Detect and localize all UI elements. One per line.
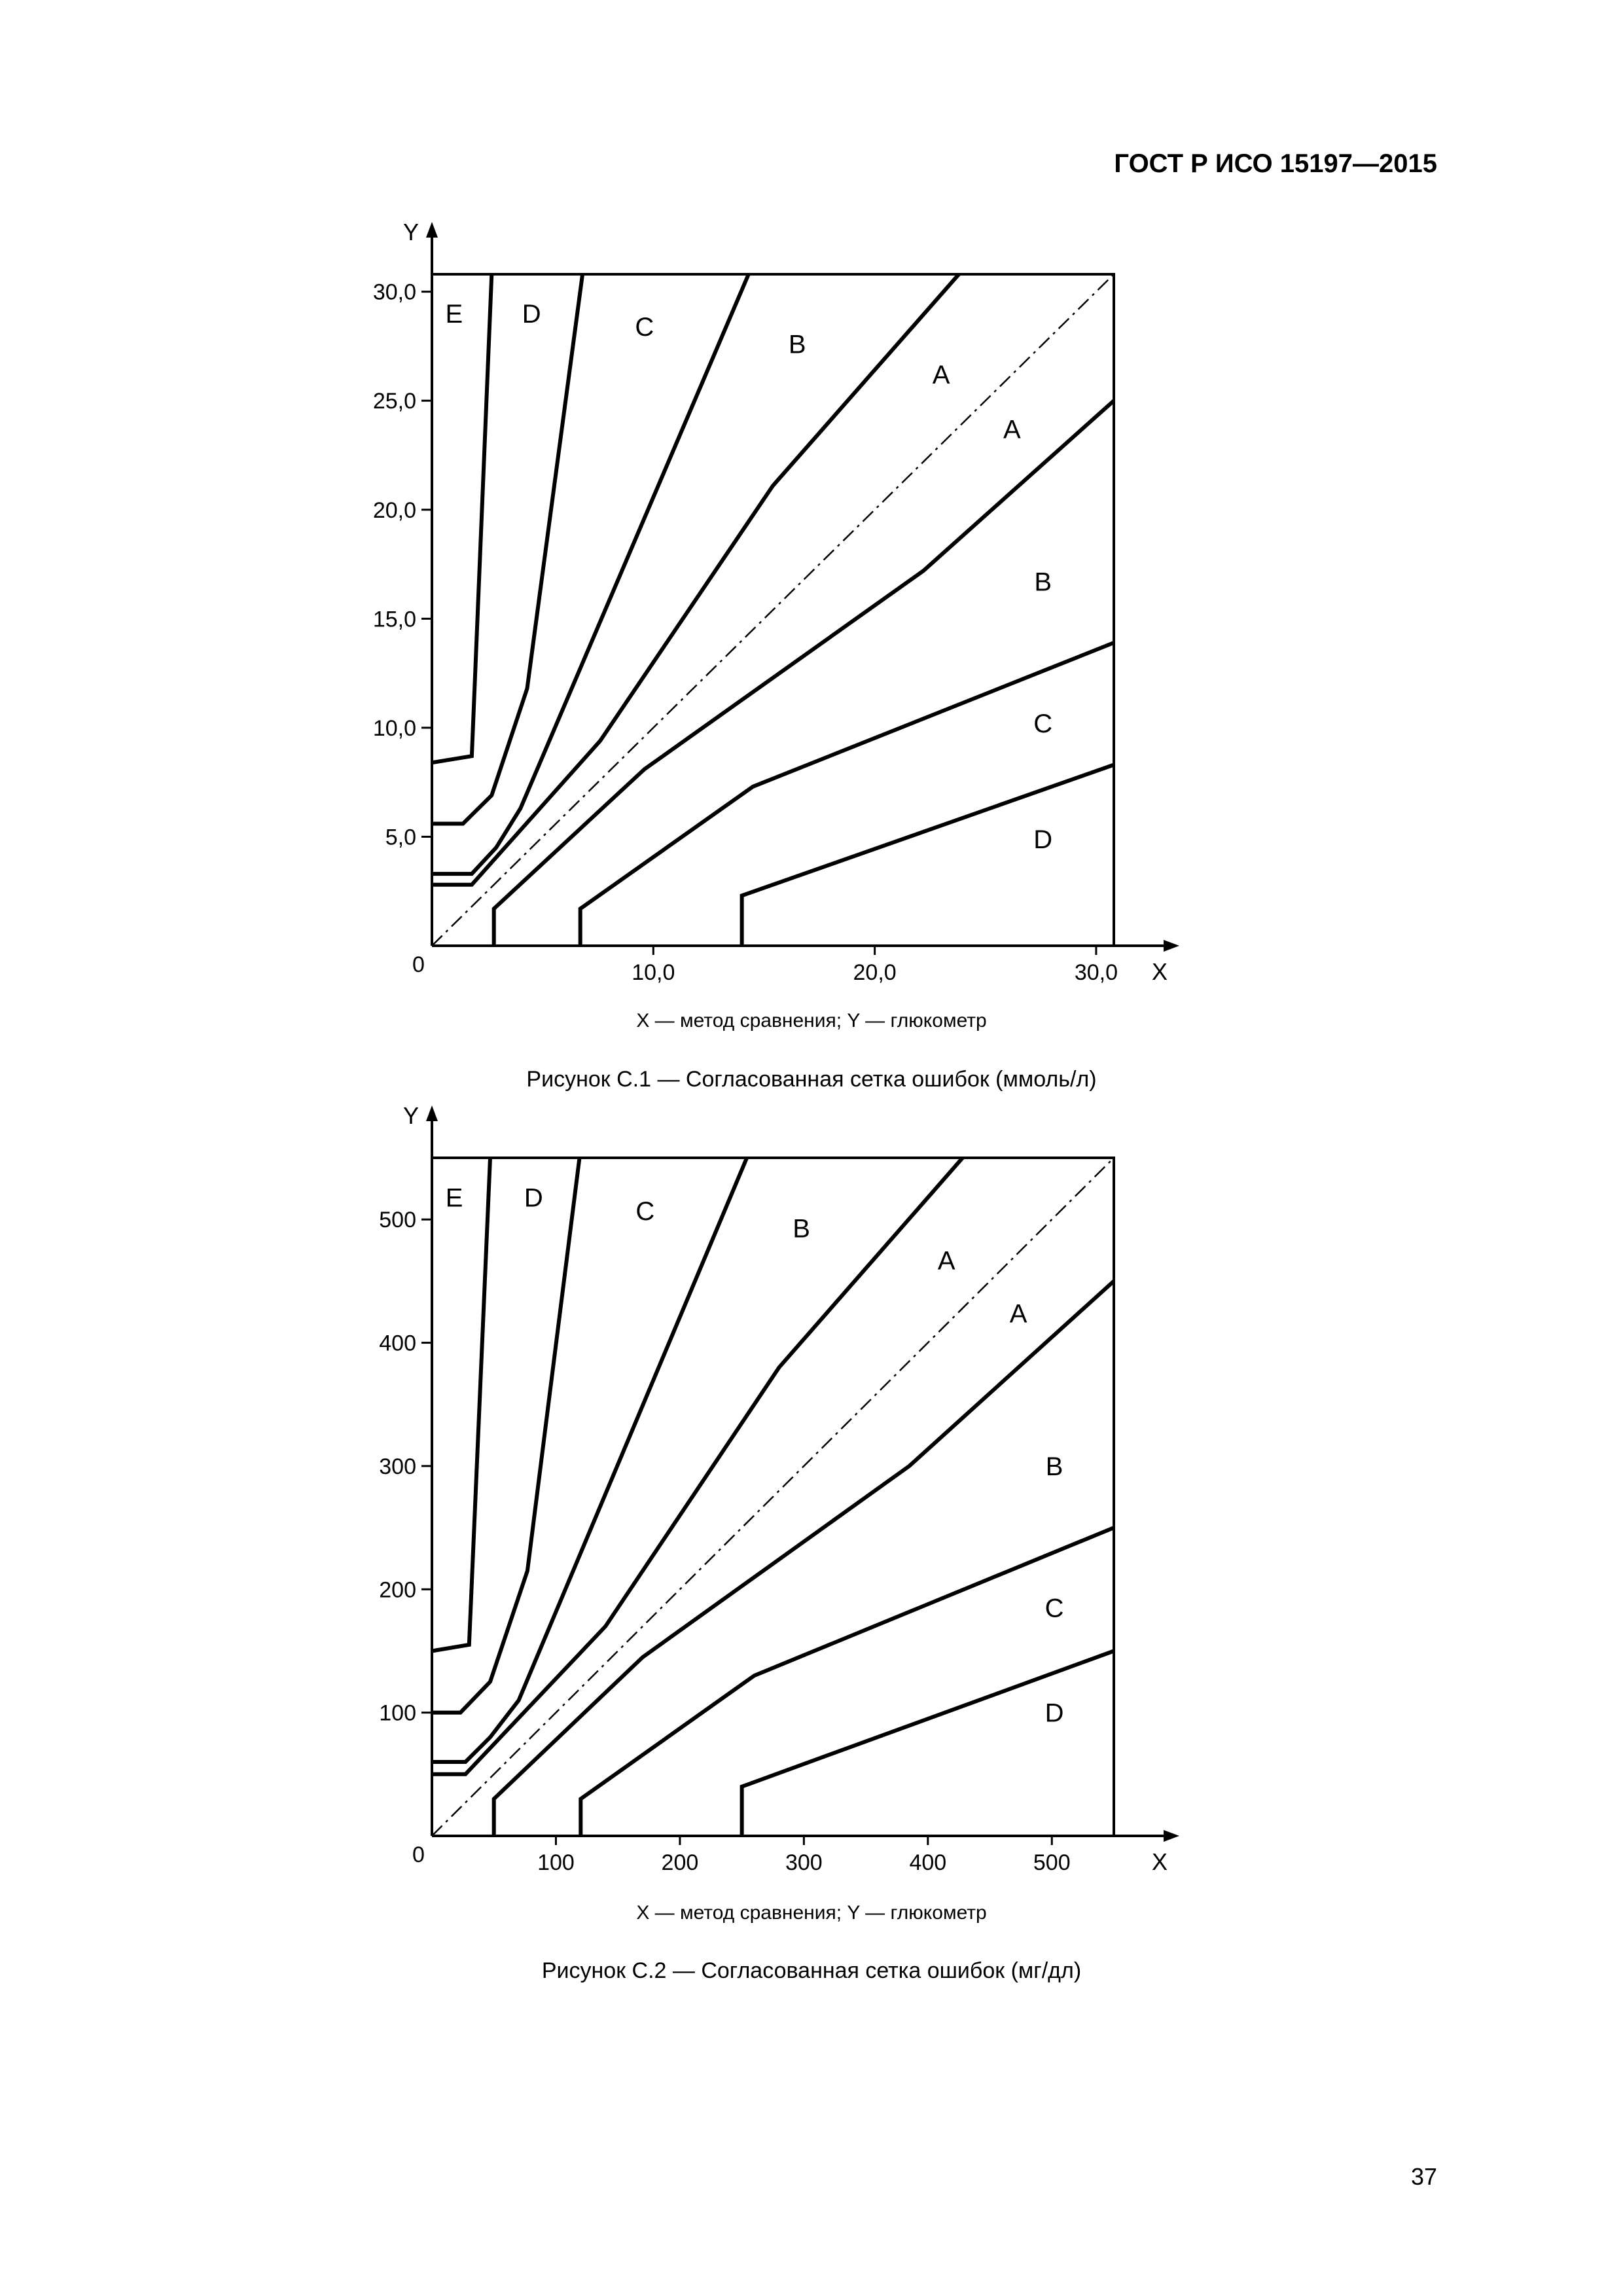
chart-2-x-label: X	[1152, 1848, 1168, 1875]
chart-1-boundary-line-7	[740, 762, 1115, 946]
chart-2-boundary-line-3	[432, 1157, 749, 1764]
chart-2-zone-label-c-2: C	[635, 1197, 654, 1226]
chart-2-frame	[432, 1157, 1115, 1836]
document-header: ГОСТ Р ИСО 15197—2015	[1114, 149, 1437, 178]
chart-2-svg: X Y 0 100 200 300 400 500 100 200 300 400 500 E D C B A A B…	[379, 1102, 1179, 1875]
chart-1-y-tick-label-5: 30,0	[373, 280, 416, 305]
chart-1-y-tick-label-0: 5,0	[385, 825, 416, 850]
chart-1-frame	[432, 273, 1115, 946]
chart-1-x-tick-label-2: 30,0	[1075, 960, 1118, 985]
chart-2-x-tick-label-3: 400	[909, 1850, 946, 1875]
chart-2-origin-label: 0	[412, 1842, 425, 1867]
page-number: 37	[1410, 2163, 1437, 2190]
chart-2-y-axis-arrow	[426, 1105, 438, 1121]
chart-1-zone-label-c-2: C	[635, 313, 654, 342]
chart-1-boundary-line-5	[491, 399, 1115, 946]
chart-1-y-tick-label-1: 10,0	[373, 716, 416, 741]
chart-2-y-tick-label-2: 300	[379, 1454, 416, 1479]
figure-1-legend: X — метод сравнения; Y — глюкометр	[636, 1010, 987, 1031]
chart-1-y-axis-arrow	[426, 222, 438, 238]
chart-1-zone-label-c-7: C	[1033, 709, 1052, 738]
chart-2-zone-label-b-6: B	[1046, 1452, 1063, 1481]
chart-1-origin-label: 0	[412, 952, 425, 977]
chart-1-diagonal	[431, 274, 1115, 946]
chart-1-y-tick-label-2: 15,0	[373, 607, 416, 632]
chart-2-zone-label-b-3: B	[793, 1214, 810, 1243]
chart-1-zone-label-b-3: B	[789, 331, 806, 359]
figure-2-caption: Рисунок С.2 — Согласованная сетка ошибок…	[541, 1958, 1082, 1983]
chart-1-boundary-line-2	[432, 274, 585, 826]
chart-2-boundary-line-7	[740, 1649, 1115, 1836]
chart-1-zone-label-e-0: E	[445, 300, 463, 329]
chart-2-y-tick-label-1: 200	[379, 1577, 416, 1602]
chart-2-boundary-line-2	[432, 1157, 582, 1715]
figure-1-caption: Рисунок С.1 — Согласованная сетка ошибок…	[526, 1067, 1097, 1092]
chart-1-x-tick-label-0: 10,0	[632, 960, 675, 985]
chart-2-boundary-line-4	[432, 1157, 965, 1776]
chart-1-zone-label-d-1: D	[522, 300, 541, 329]
chart-1-zone-label-b-6: B	[1034, 568, 1052, 597]
chart-1-boundary-line-1	[431, 274, 494, 765]
chart-1-x-axis-arrow	[1164, 940, 1179, 952]
chart-2-y-tick-label-3: 400	[379, 1331, 416, 1356]
chart-2-diagonal	[431, 1157, 1115, 1837]
chart-2-y-tick-label-0: 100	[379, 1701, 416, 1726]
chart-2-zone-label-d-8: D	[1045, 1699, 1064, 1728]
chart-2-x-tick-label-2: 300	[785, 1850, 823, 1875]
chart-2-zone-label-a-4: A	[938, 1246, 955, 1275]
chart-1-x-label: X	[1152, 958, 1168, 985]
chart-1-svg: X Y 0 10,0 20,0 30,0 5,0 10,0 15,0 20,0 25,0 30,0 E D…	[373, 219, 1179, 985]
figure-2: X Y 0 100 200 300 400 500 100 200 300 400 500 E D C B A A B…	[379, 1102, 1179, 1875]
chart-2-zone-label-e-0: E	[446, 1183, 463, 1212]
chart-2-x-tick-label-0: 100	[537, 1850, 575, 1875]
chart-1-boundary-line-4	[432, 273, 961, 887]
figure-2-legend: X — метод сравнения; Y — глюкометр	[636, 1902, 987, 1924]
chart-2-boundary-line-5	[491, 1280, 1116, 1836]
chart-1-zone-label-d-8: D	[1033, 825, 1052, 854]
chart-2-x-tick-label-1: 200	[662, 1850, 699, 1875]
chart-1-boundary-line-6	[578, 641, 1115, 946]
chart-1-boundary-line-3	[432, 273, 751, 876]
chart-2-zone-label-a-5: A	[1010, 1299, 1027, 1328]
chart-2-boundary-line-6	[579, 1526, 1115, 1836]
chart-1-y-tick-label-3: 20,0	[373, 498, 416, 523]
chart-2-zone-label-d-1: D	[524, 1183, 543, 1212]
chart-2-y-tick-label-4: 500	[379, 1208, 416, 1232]
chart-1-y-label: Y	[403, 219, 419, 245]
chart-2-x-tick-label-4: 500	[1033, 1850, 1071, 1875]
chart-1-x-tick-label-1: 20,0	[853, 960, 897, 985]
chart-1-zone-label-a-4: A	[933, 361, 950, 389]
chart-2-zone-label-c-7: C	[1045, 1594, 1064, 1623]
chart-1-zone-label-a-5: A	[1003, 416, 1021, 444]
chart-2-boundary-line-1	[431, 1157, 492, 1653]
chart-2-y-label: Y	[403, 1102, 419, 1129]
figure-1: X Y 0 10,0 20,0 30,0 5,0 10,0 15,0 20,0 25,0 30,0 E D…	[0, 0, 1623, 1113]
chart-2-x-axis-arrow	[1164, 1830, 1179, 1842]
chart-1-y-tick-label-4: 25,0	[373, 389, 416, 414]
